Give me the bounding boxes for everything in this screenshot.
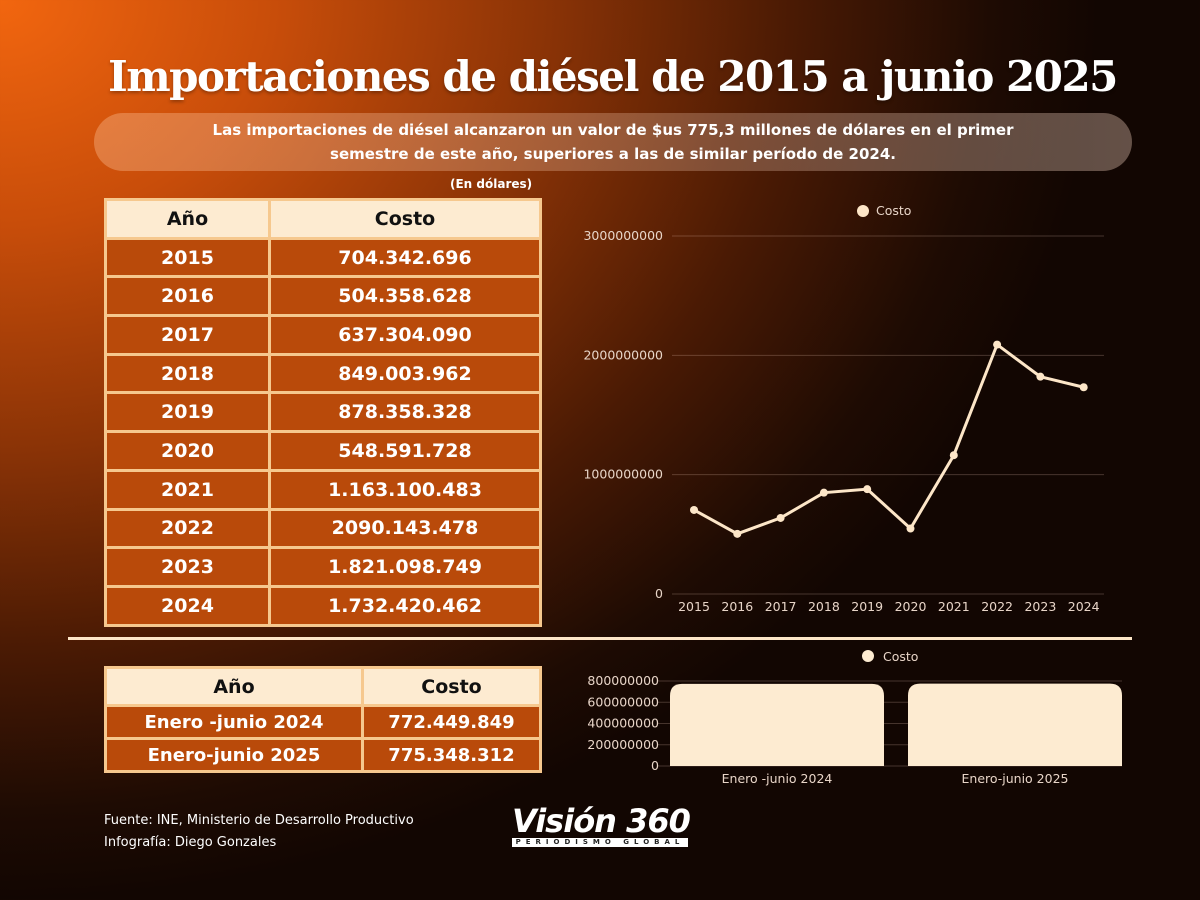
table-cell: 2090.143.478 <box>268 507 542 550</box>
divider <box>68 637 1132 640</box>
page-title: Importaciones de diésel de 2015 a junio … <box>108 52 1118 101</box>
table-cell: 849.003.962 <box>268 352 542 395</box>
x-tick-label: 2020 <box>895 599 927 614</box>
x-tick-label: 2015 <box>678 599 710 614</box>
table-header: Año Costo <box>104 666 542 707</box>
table-row: 2021 1.163.100.483 <box>104 468 542 511</box>
logo: Visión 360 PERIODISMO GLOBAL <box>512 802 691 847</box>
table-row: 2018 849.003.962 <box>104 352 542 395</box>
data-point <box>906 524 915 533</box>
y-tick-label: 0 <box>655 586 663 601</box>
y-tick-label: 600000000 <box>587 694 659 709</box>
table-cell: 2015 <box>104 236 271 279</box>
data-point <box>690 505 698 514</box>
x-tick-label: 2016 <box>721 599 753 614</box>
annual-table: Año Costo 2015 704.342.696 2016 504.358.628 20… <box>104 198 542 627</box>
table-row: 2022 2090.143.478 <box>104 507 542 550</box>
table-cell: 2023 <box>104 546 271 588</box>
y-tick-label: 2000000000 <box>583 347 663 362</box>
data-point <box>733 529 742 538</box>
credit-text: Infografía: Diego Gonzales <box>104 835 277 850</box>
table-row: 2024 1.732.420.462 <box>104 584 542 627</box>
series-line <box>693 342 1085 536</box>
table-row: 2019 878.358.328 <box>104 391 542 434</box>
header-cell: Año <box>104 666 364 707</box>
y-tick-label: 800000000 <box>587 673 659 688</box>
data-point <box>993 340 1002 349</box>
footer: Fuente: INE, Ministerio de Desarrollo Pr… <box>104 810 414 854</box>
table-cell: 1.821.098.749 <box>268 546 542 588</box>
x-tick-label: 2017 <box>765 599 797 614</box>
x-tick-label: 2019 <box>851 599 883 614</box>
table-row: 2015 704.342.696 <box>104 236 542 279</box>
y-tick-label: 400000000 <box>587 716 659 731</box>
header-cell: Año <box>104 198 271 240</box>
table-cell: 2022 <box>104 507 271 550</box>
legend-label: Costo <box>876 203 911 218</box>
table-cell: 775.348.312 <box>361 737 542 773</box>
table-cell: 772.449.849 <box>361 704 542 740</box>
table-row: 2016 504.358.628 <box>104 275 542 318</box>
table-header: Año Costo <box>104 198 542 240</box>
y-tick-label: 200000000 <box>587 737 659 752</box>
table-cell: 2021 <box>104 468 271 511</box>
header-cell: Costo <box>268 198 542 240</box>
table-cell: 2017 <box>104 314 271 356</box>
logo-main: Visión 360 <box>512 802 691 840</box>
table-cell: 2018 <box>104 352 271 395</box>
header-cell: Costo <box>361 666 542 707</box>
data-point <box>819 488 828 497</box>
table-row: 2023 1.821.098.749 <box>104 546 542 588</box>
table-cell: 1.732.420.462 <box>268 584 542 627</box>
table-cell: Enero-junio 2025 <box>104 737 364 773</box>
data-point <box>776 513 785 522</box>
semester-table: Año Costo Enero -junio 2024 772.449.849 Ener… <box>104 666 542 773</box>
data-point <box>863 485 872 494</box>
subtitle-line: Las importaciones de diésel alcanzaron u… <box>212 121 1014 139</box>
data-point <box>1036 372 1045 381</box>
data-point <box>949 451 958 460</box>
data-point <box>1079 383 1088 392</box>
logo-tagline: PERIODISMO GLOBAL <box>512 838 688 847</box>
table-cell: 1.163.100.483 <box>268 468 542 511</box>
x-tick-label: 2022 <box>981 599 1013 614</box>
table-row: Enero -junio 2024 772.449.849 <box>104 704 542 740</box>
x-tick-label: 2023 <box>1024 599 1056 614</box>
legend-marker <box>857 205 869 217</box>
legend-marker <box>862 650 874 662</box>
bar <box>908 683 1122 766</box>
legend-label: Costo <box>883 649 918 664</box>
table-row: 2020 548.591.728 <box>104 430 542 472</box>
x-tick-label: 2024 <box>1068 599 1100 614</box>
table-cell: 2019 <box>104 391 271 434</box>
subtitle: Las importaciones de diésel alcanzaron u… <box>94 113 1132 171</box>
table-cell: 2020 <box>104 430 271 472</box>
source-text: Fuente: INE, Ministerio de Desarrollo Pr… <box>104 813 414 828</box>
subtitle-line: semestre de este año, superiores a las d… <box>330 145 896 163</box>
x-tick-label: 2018 <box>808 599 840 614</box>
bar <box>670 683 884 766</box>
y-tick-label: 3000000000 <box>583 228 663 243</box>
table-cell: 637.304.090 <box>268 314 542 356</box>
x-tick-label: Enero-junio 2025 <box>962 771 1069 786</box>
table-cell: 504.358.628 <box>268 275 542 318</box>
table-cell: 548.591.728 <box>268 430 542 472</box>
table-cell: 704.342.696 <box>268 236 542 279</box>
unit-note: (En dólares) <box>450 177 533 191</box>
y-tick-label: 0 <box>651 758 659 773</box>
table-row: 2017 637.304.090 <box>104 314 542 356</box>
x-tick-label: Enero -junio 2024 <box>722 771 833 786</box>
table-cell: 2016 <box>104 275 271 318</box>
x-tick-label: 2021 <box>938 599 970 614</box>
y-tick-label: 1000000000 <box>583 467 663 482</box>
table-cell: 878.358.328 <box>268 391 542 434</box>
table-cell: Enero -junio 2024 <box>104 704 364 740</box>
table-cell: 2024 <box>104 584 271 627</box>
table-row: Enero-junio 2025 775.348.312 <box>104 737 542 773</box>
